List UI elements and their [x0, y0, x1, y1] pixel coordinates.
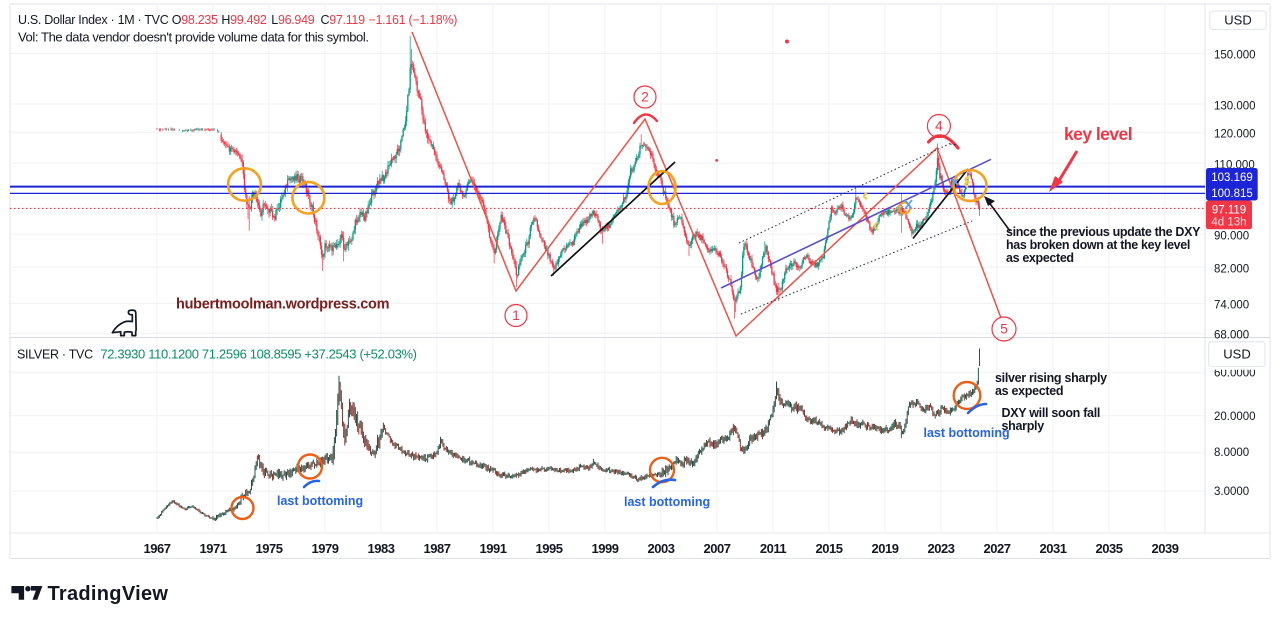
svg-text:C97.119: C97.119	[321, 13, 366, 27]
svg-text:2015: 2015	[816, 541, 843, 556]
svg-text:SILVER · TVC: SILVER · TVC	[17, 348, 93, 362]
svg-text:1971: 1971	[200, 541, 227, 556]
svg-text:1991: 1991	[480, 541, 507, 556]
svg-text:TradingView: TradingView	[48, 583, 169, 605]
svg-text:has broken down at the key lev: has broken down at the key level	[1006, 238, 1190, 252]
svg-text:since the previous update the: since the previous update the DXY	[1006, 225, 1201, 239]
svg-text:2003: 2003	[648, 541, 675, 556]
svg-text:last bottoming: last bottoming	[624, 495, 710, 509]
svg-text:20.0000: 20.0000	[1214, 411, 1256, 423]
svg-text:120.000: 120.000	[1214, 129, 1256, 141]
svg-text:3.0000: 3.0000	[1214, 486, 1249, 498]
svg-text:USD: USD	[1223, 347, 1250, 362]
svg-text:1967: 1967	[144, 541, 171, 556]
svg-text:1999: 1999	[592, 541, 619, 556]
svg-text:H99.492: H99.492	[221, 13, 267, 27]
svg-text:103.169: 103.169	[1211, 172, 1253, 184]
svg-text:130.000: 130.000	[1214, 100, 1256, 112]
svg-text:2027: 2027	[984, 541, 1011, 556]
svg-text:as expected: as expected	[1006, 251, 1074, 265]
svg-text:Vol: The data vendor doesn't p: Vol: The data vendor doesn't provide vol…	[18, 30, 369, 45]
svg-text:72.3930 110.1200 71.2596 10: 72.3930 110.1200 71.2596 108.8595 +37.25…	[100, 347, 416, 362]
svg-text:2039: 2039	[1152, 541, 1179, 556]
svg-text:hubertmoolman.wordpress.com: hubertmoolman.wordpress.com	[176, 297, 389, 313]
svg-text:60.0000: 60.0000	[1214, 367, 1256, 379]
svg-text:2019: 2019	[872, 541, 899, 556]
svg-text:1983: 1983	[368, 541, 395, 556]
svg-text:2023: 2023	[928, 541, 955, 556]
svg-text:2011: 2011	[760, 541, 786, 556]
svg-text:silver rising sharply: silver rising sharply	[995, 371, 1107, 385]
svg-text:sharply: sharply	[1002, 419, 1045, 433]
svg-text:U.S. Dollar Index · 1M · TVC: U.S. Dollar Index · 1M · TVC	[18, 13, 169, 27]
svg-text:8.0000: 8.0000	[1214, 447, 1249, 459]
svg-text:as expected: as expected	[995, 384, 1063, 398]
svg-text:97.119: 97.119	[1212, 204, 1246, 216]
svg-text:USD: USD	[1224, 13, 1251, 28]
svg-text:2007: 2007	[704, 541, 731, 556]
svg-text:1979: 1979	[312, 541, 339, 556]
svg-text:O98.235: O98.235	[172, 13, 218, 27]
svg-text:−1.161 (−1.18%): −1.161 (−1.18%)	[369, 13, 458, 27]
svg-text:last bottoming: last bottoming	[924, 426, 1010, 440]
svg-text:1975: 1975	[256, 541, 283, 556]
svg-text:1987: 1987	[424, 541, 451, 556]
svg-text:150.000: 150.000	[1214, 50, 1256, 62]
svg-text:4d 13h: 4d 13h	[1211, 216, 1246, 228]
svg-text:90.000: 90.000	[1214, 230, 1249, 242]
svg-text:82.000: 82.000	[1214, 263, 1249, 275]
svg-text:1995: 1995	[536, 541, 563, 556]
svg-text:2: 2	[641, 90, 649, 105]
svg-text:DXY will soon fall: DXY will soon fall	[1002, 406, 1101, 420]
svg-text:L96.949: L96.949	[271, 13, 314, 27]
svg-text:last bottoming: last bottoming	[277, 494, 363, 508]
svg-text:1: 1	[512, 308, 520, 323]
svg-text:74.000: 74.000	[1214, 300, 1249, 312]
svg-text:68.000: 68.000	[1214, 330, 1249, 342]
svg-text:2035: 2035	[1096, 541, 1123, 556]
svg-text:2031: 2031	[1040, 541, 1067, 556]
svg-text:4: 4	[935, 119, 943, 134]
svg-text:key level: key level	[1064, 124, 1132, 144]
svg-text:5: 5	[1000, 322, 1008, 337]
svg-text:100.815: 100.815	[1211, 188, 1253, 200]
